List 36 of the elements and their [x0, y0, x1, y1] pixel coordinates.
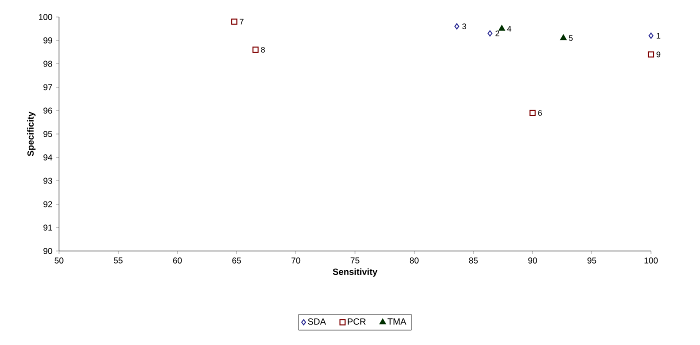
y-axis-title: Specificity [27, 112, 36, 156]
point [252, 46, 259, 53]
x-tick-label: 70 [292, 258, 300, 264]
y-tick-label: 96 [43, 108, 52, 114]
point [530, 110, 536, 116]
point [498, 25, 506, 31]
x-tick-label: 50 [54, 258, 64, 264]
y-tick-label: 91 [43, 224, 52, 231]
x-tick-label: 85 [469, 258, 478, 264]
x-tick-label: 65 [232, 258, 241, 264]
y-tick-label: 98 [43, 60, 52, 67]
point [648, 51, 654, 58]
point [454, 23, 460, 30]
y-tick-label: 92 [43, 201, 52, 208]
x-tick-label: 80 [410, 258, 419, 264]
x-tick-label: 60 [173, 258, 182, 264]
legend-label: TMA [388, 318, 406, 325]
legend-label: SDA [308, 318, 326, 325]
y-tick-label: 94 [43, 154, 52, 160]
point [488, 30, 492, 36]
legend-label: PCR [348, 318, 366, 325]
y-tick-label: 97 [43, 84, 52, 90]
y-tick-label: 100 [39, 14, 52, 20]
x-tick-label: 90 [528, 258, 537, 264]
x-tick-label: 95 [587, 258, 596, 264]
y-tick-label: 90 [43, 248, 52, 254]
point [648, 32, 654, 39]
point [560, 34, 567, 40]
x-tick-label: 100 [644, 258, 658, 264]
x-tick-label: 75 [350, 258, 360, 264]
y-tick-label: 95 [43, 131, 52, 137]
y-tick-label: 93 [43, 178, 52, 184]
point [231, 18, 238, 25]
x-axis-title: Sensitivity [332, 268, 378, 277]
x-tick-label: 55 [114, 258, 123, 264]
y-tick-label: 99 [43, 37, 52, 44]
